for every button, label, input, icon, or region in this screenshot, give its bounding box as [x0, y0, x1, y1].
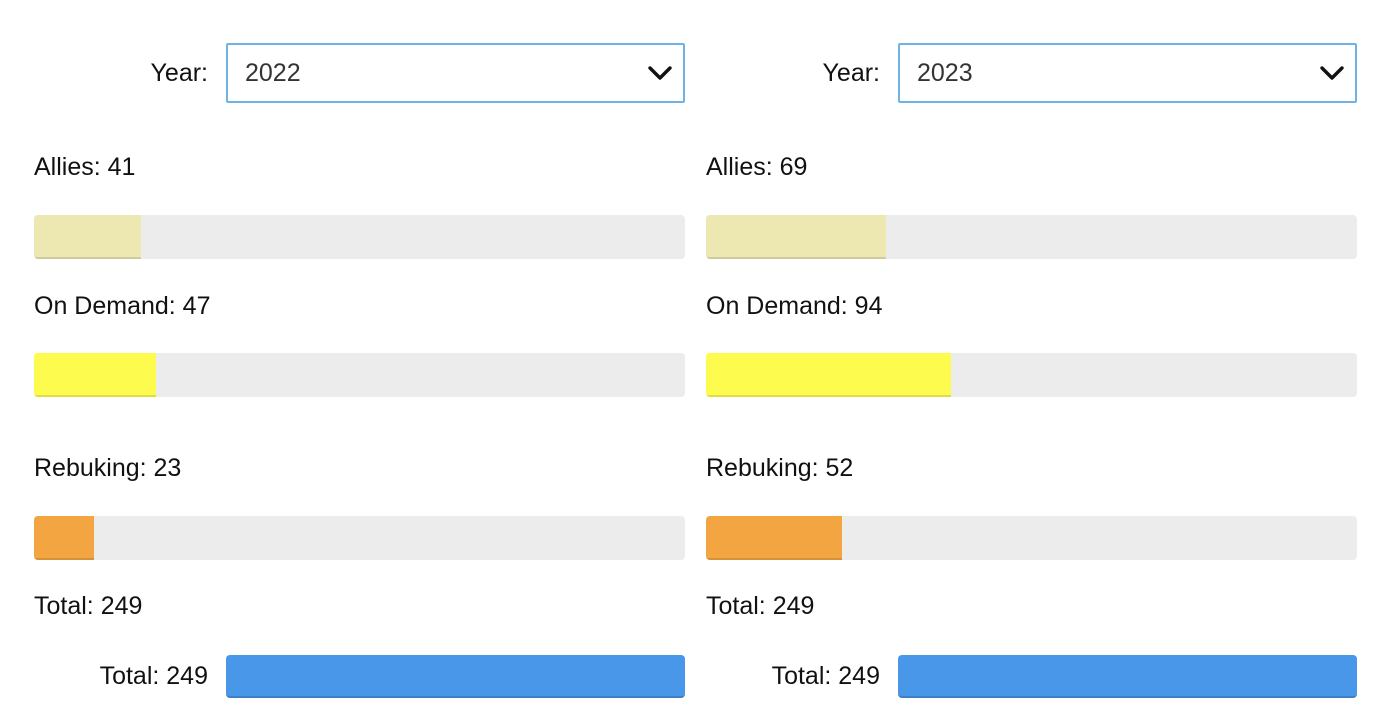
- on-demand-bar: [706, 353, 1357, 397]
- year-panel-right: Year: 2023 Allies: 69 On Demand: 94 Rebu…: [706, 0, 1357, 724]
- rebuking-bar-fill: [706, 516, 843, 560]
- rebuking-label: Rebuking: 52: [706, 454, 854, 482]
- year-label: Year:: [150, 59, 208, 87]
- allies-label: Allies: 69: [706, 153, 808, 181]
- year-select-value: 2022: [245, 59, 301, 87]
- year-selector-row: Year: 2023: [706, 43, 1357, 103]
- on-demand-bar: [34, 353, 685, 397]
- on-demand-label: On Demand: 47: [34, 292, 211, 320]
- total-row: Total: 249: [34, 655, 685, 698]
- on-demand-bar-fill: [706, 353, 952, 397]
- on-demand-label: On Demand: 94: [706, 292, 883, 320]
- year-select[interactable]: 2023: [898, 43, 1357, 103]
- allies-bar-fill: [706, 215, 887, 259]
- total-bar: [226, 655, 685, 698]
- allies-bar: [34, 215, 685, 259]
- total-row-label: Total: 249: [99, 662, 208, 690]
- year-selector-row: Year: 2022: [34, 43, 685, 103]
- rebuking-bar: [34, 516, 685, 560]
- chevron-down-icon: [1320, 66, 1344, 80]
- total-label: Total: 249: [706, 592, 815, 620]
- on-demand-bar-fill: [34, 353, 157, 397]
- allies-bar-fill: [34, 215, 141, 259]
- year-label: Year:: [822, 59, 880, 87]
- year-select-value: 2023: [917, 59, 973, 87]
- rebuking-bar-fill: [34, 516, 94, 560]
- total-bar: [898, 655, 1357, 698]
- year-panel-left: Year: 2022 Allies: 41 On Demand: 47 Rebu…: [34, 0, 685, 724]
- rebuking-bar: [706, 516, 1357, 560]
- allies-bar: [706, 215, 1357, 259]
- allies-label: Allies: 41: [34, 153, 136, 181]
- year-select[interactable]: 2022: [226, 43, 685, 103]
- total-label: Total: 249: [34, 592, 143, 620]
- total-row: Total: 249: [706, 655, 1357, 698]
- total-row-label: Total: 249: [771, 662, 880, 690]
- chevron-down-icon: [648, 66, 672, 80]
- rebuking-label: Rebuking: 23: [34, 454, 182, 482]
